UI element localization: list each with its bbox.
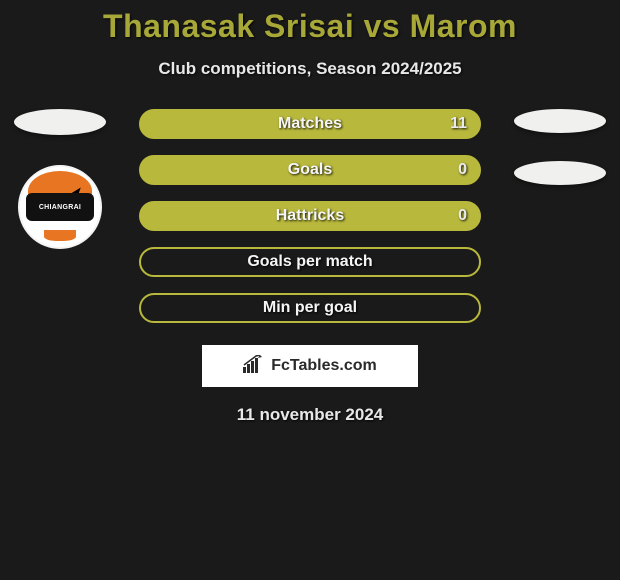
stats-area: CHIANGRAI Matches 11 Goals 0 Hattricks 0… (0, 109, 620, 425)
stat-row-matches: Matches 11 (139, 109, 481, 139)
player-photo-placeholder-left (14, 109, 106, 135)
stat-row-goals: Goals 0 (139, 155, 481, 185)
stat-row-min-per-goal: Min per goal (139, 293, 481, 323)
stat-rows: Matches 11 Goals 0 Hattricks 0 Goals per… (139, 109, 481, 323)
stat-value: 11 (450, 115, 467, 133)
stat-value: 0 (458, 207, 467, 225)
right-player-column (510, 109, 610, 185)
stat-value: 0 (458, 161, 467, 179)
club-badge-placeholder-right (514, 161, 606, 185)
left-player-column: CHIANGRAI (10, 109, 110, 249)
page-subtitle: Club competitions, Season 2024/2025 (0, 59, 620, 79)
chart-icon (243, 355, 265, 378)
stat-label: Hattricks (276, 207, 344, 225)
stat-label: Goals per match (247, 253, 372, 271)
stat-label: Matches (278, 115, 342, 133)
badge-shape-bottom (44, 230, 76, 241)
stat-label: Goals (288, 161, 332, 179)
club-badge-left: CHIANGRAI (18, 165, 102, 249)
brand-text: FcTables.com (271, 357, 377, 375)
brand-badge: FcTables.com (202, 345, 418, 387)
infographic-container: Thanasak Srisai vs Marom Club competitio… (0, 0, 620, 425)
stat-row-goals-per-match: Goals per match (139, 247, 481, 277)
date-text: 11 november 2024 (0, 405, 620, 425)
stat-row-hattricks: Hattricks 0 (139, 201, 481, 231)
player-photo-placeholder-right (514, 109, 606, 133)
badge-club-name: CHIANGRAI (20, 204, 100, 211)
stat-label: Min per goal (263, 299, 357, 317)
page-title: Thanasak Srisai vs Marom (0, 8, 620, 45)
